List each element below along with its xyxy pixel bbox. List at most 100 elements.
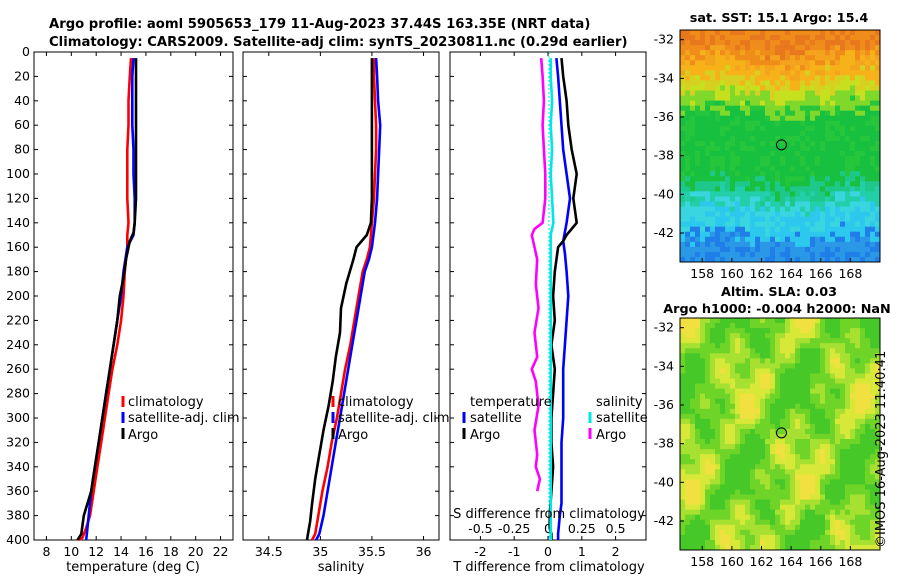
heatmap-cell <box>735 454 741 460</box>
heatmap-cell <box>830 408 836 415</box>
heatmap-cell <box>780 35 786 41</box>
heatmap-cell <box>805 216 811 223</box>
heatmap-cell <box>740 70 746 76</box>
heatmap-cell <box>835 196 841 203</box>
heatmap-cell <box>835 181 841 187</box>
heatmap-cell <box>685 318 691 324</box>
salinity-panel: 34.5 35 35.5 36 salinity climatology satell… <box>242 51 450 575</box>
heatmap-cell <box>690 368 696 375</box>
heatmap-cell <box>685 459 691 465</box>
x-tick-label: 8 <box>42 544 50 559</box>
heatmap-cell <box>755 398 761 405</box>
heatmap-cell <box>820 186 826 192</box>
heatmap-cell <box>795 428 801 435</box>
heatmap-cell <box>710 171 716 177</box>
heatmap-cell <box>785 201 791 208</box>
heatmap-cell <box>680 176 686 182</box>
heatmap-cell <box>760 514 766 521</box>
heatmap-cell <box>795 55 801 61</box>
lon-tick-label: 168 <box>838 266 862 281</box>
heatmap-cell <box>795 479 801 486</box>
heatmap-cell <box>685 70 691 76</box>
heatmap-cell <box>855 140 861 147</box>
heatmap-cell <box>785 524 791 531</box>
heatmap-cell <box>790 30 796 36</box>
heatmap-cell <box>735 60 741 66</box>
heatmap-cell <box>700 413 706 420</box>
heatmap-cell <box>830 110 836 117</box>
heatmap-cell <box>865 398 871 405</box>
heatmap-cell <box>685 454 691 460</box>
y-tick-label: 20 <box>14 68 30 83</box>
heatmap-cell <box>725 55 731 61</box>
heatmap-cell <box>780 30 786 36</box>
heatmap-cell <box>695 90 701 97</box>
heatmap-cell <box>720 484 726 491</box>
heatmap-cell <box>810 494 816 501</box>
heatmap-cell <box>850 55 856 61</box>
heatmap-cell <box>735 30 741 36</box>
heatmap-cell <box>750 186 756 192</box>
heatmap-cell <box>705 125 711 132</box>
heatmap-cell <box>815 338 821 344</box>
heatmap-cell <box>690 454 696 460</box>
heatmap-cell <box>830 70 836 76</box>
heatmap-cell <box>775 40 781 46</box>
heatmap-cell <box>680 115 686 122</box>
heatmap-cell <box>855 80 861 87</box>
heatmap-cell <box>790 484 796 491</box>
heatmap-cell <box>690 524 696 531</box>
heatmap-cell <box>780 90 786 97</box>
heatmap-cell <box>830 55 836 61</box>
heatmap-cell <box>755 484 761 491</box>
heatmap-cell <box>815 246 821 253</box>
heatmap-cell <box>810 186 816 192</box>
heatmap-cell <box>815 388 821 395</box>
heatmap-cell <box>775 115 781 122</box>
heatmap-cell <box>780 403 786 410</box>
heatmap-cell <box>855 105 861 112</box>
heatmap-cell <box>810 434 816 440</box>
heatmap-cell <box>690 323 696 329</box>
heatmap-cell <box>725 90 731 97</box>
heatmap-cell <box>695 201 701 208</box>
heatmap-cell <box>730 216 736 223</box>
heatmap-cell <box>765 358 771 364</box>
y-tick-label: 120 <box>6 190 30 205</box>
heatmap-cell <box>850 378 856 385</box>
heatmap-cell <box>690 30 696 36</box>
heatmap-cell <box>730 110 736 117</box>
heatmap-cell <box>745 449 751 455</box>
heatmap-cell <box>745 388 751 395</box>
heatmap-cell <box>815 363 821 370</box>
heatmap-cell <box>725 105 731 112</box>
heatmap-cell <box>840 236 846 243</box>
heatmap-cell <box>815 529 821 536</box>
heatmap-cell <box>730 55 736 61</box>
heatmap-cell <box>825 236 831 243</box>
heatmap-cell <box>705 363 711 370</box>
heatmap-cell <box>850 323 856 329</box>
heatmap-cell <box>845 181 851 187</box>
heatmap-cell <box>715 171 721 177</box>
heatmap-cell <box>835 211 841 218</box>
heatmap-cell <box>765 423 771 430</box>
heatmap-cell <box>705 484 711 491</box>
heatmap-cell <box>875 378 880 385</box>
heatmap-cell <box>790 201 796 208</box>
heatmap-cell <box>795 146 801 152</box>
heatmap-cell <box>850 216 856 223</box>
heatmap-cell <box>685 413 691 420</box>
heatmap-cell <box>710 125 716 132</box>
heatmap-cell <box>860 509 866 516</box>
heatmap-cell <box>795 45 801 51</box>
heatmap-cell <box>790 35 796 41</box>
heatmap-cell <box>785 35 791 41</box>
heatmap-cell <box>710 60 716 66</box>
heatmap-cell <box>830 85 836 92</box>
heatmap-cell <box>760 499 766 506</box>
heatmap-cell <box>835 115 841 122</box>
heatmap-cell <box>805 413 811 420</box>
heatmap-cell <box>750 40 756 46</box>
heatmap-cell <box>720 146 726 152</box>
